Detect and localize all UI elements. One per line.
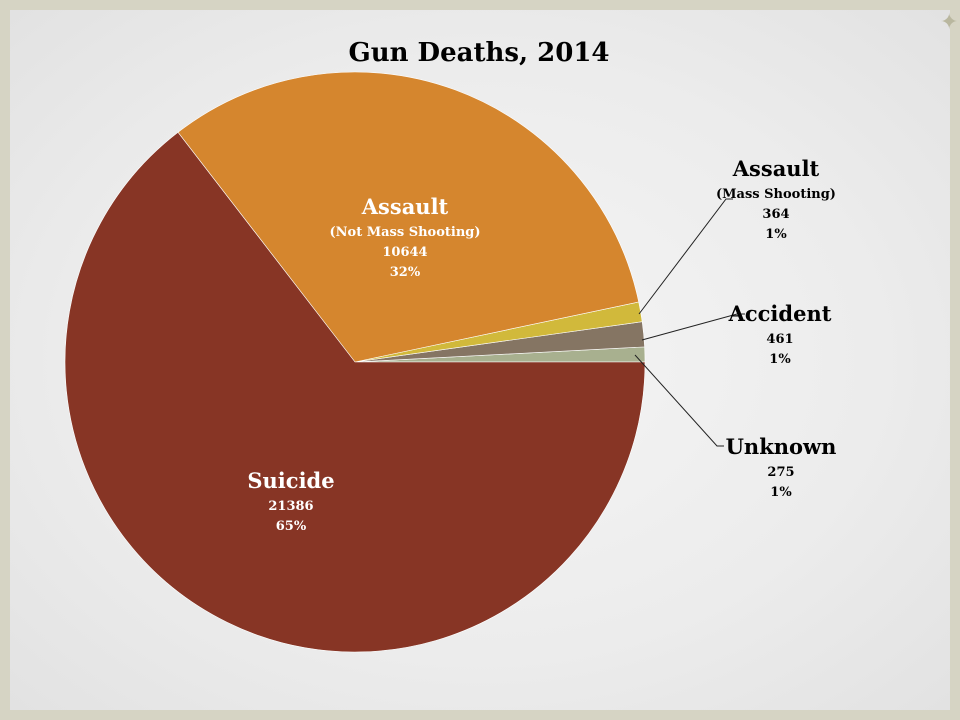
slice-label-percent: 1% [765,227,787,242]
leader-line [641,313,745,341]
four-point-star-icon: ✦ [940,10,959,35]
slice-label-value: 275 [767,465,794,480]
chart-title: Gun Deaths, 2014 [348,38,609,68]
pie-slice-suicide [64,131,646,653]
slice-label: Assault (Not Mass Shooting) 10644 32% [329,194,480,280]
slice-label-title: Accident [728,301,832,326]
slice-label-percent: 32% [390,265,421,280]
slice-label: Assault (Mass Shooting) 364 1% [716,156,836,242]
slice-label-title: Unknown [726,434,837,459]
slice-label-percent: 1% [770,485,792,500]
pie-chart: Gun Deaths, 2014 Unknown 275 1% Accident 461… [64,38,837,653]
slice-label-percent: 1% [769,352,791,367]
slice-label-subtitle: (Not Mass Shooting) [329,225,480,240]
leader-line [634,354,724,447]
slice-label: Unknown 275 1% [726,434,837,500]
slice-label-title: Assault [361,194,449,219]
slice-label-title: Suicide [247,468,334,493]
slice-label-title: Assault [732,156,820,181]
slice-label-value: 21386 [268,499,313,514]
slice-label-value: 364 [762,207,789,222]
slice-label-percent: 65% [276,519,307,534]
pie-slice-assault-not-mass-shooting [177,71,640,363]
slice-label-value: 461 [766,332,793,347]
slice-label-subtitle: (Mass Shooting) [716,187,836,202]
slice-label: Accident 461 1% [728,301,832,367]
slice-label-value: 10644 [382,245,427,260]
slice-label: Suicide 21386 65% [247,468,334,534]
slide-background: Gun Deaths, 2014 Unknown 275 1% Accident 461… [10,10,958,710]
leader-line [638,198,733,315]
